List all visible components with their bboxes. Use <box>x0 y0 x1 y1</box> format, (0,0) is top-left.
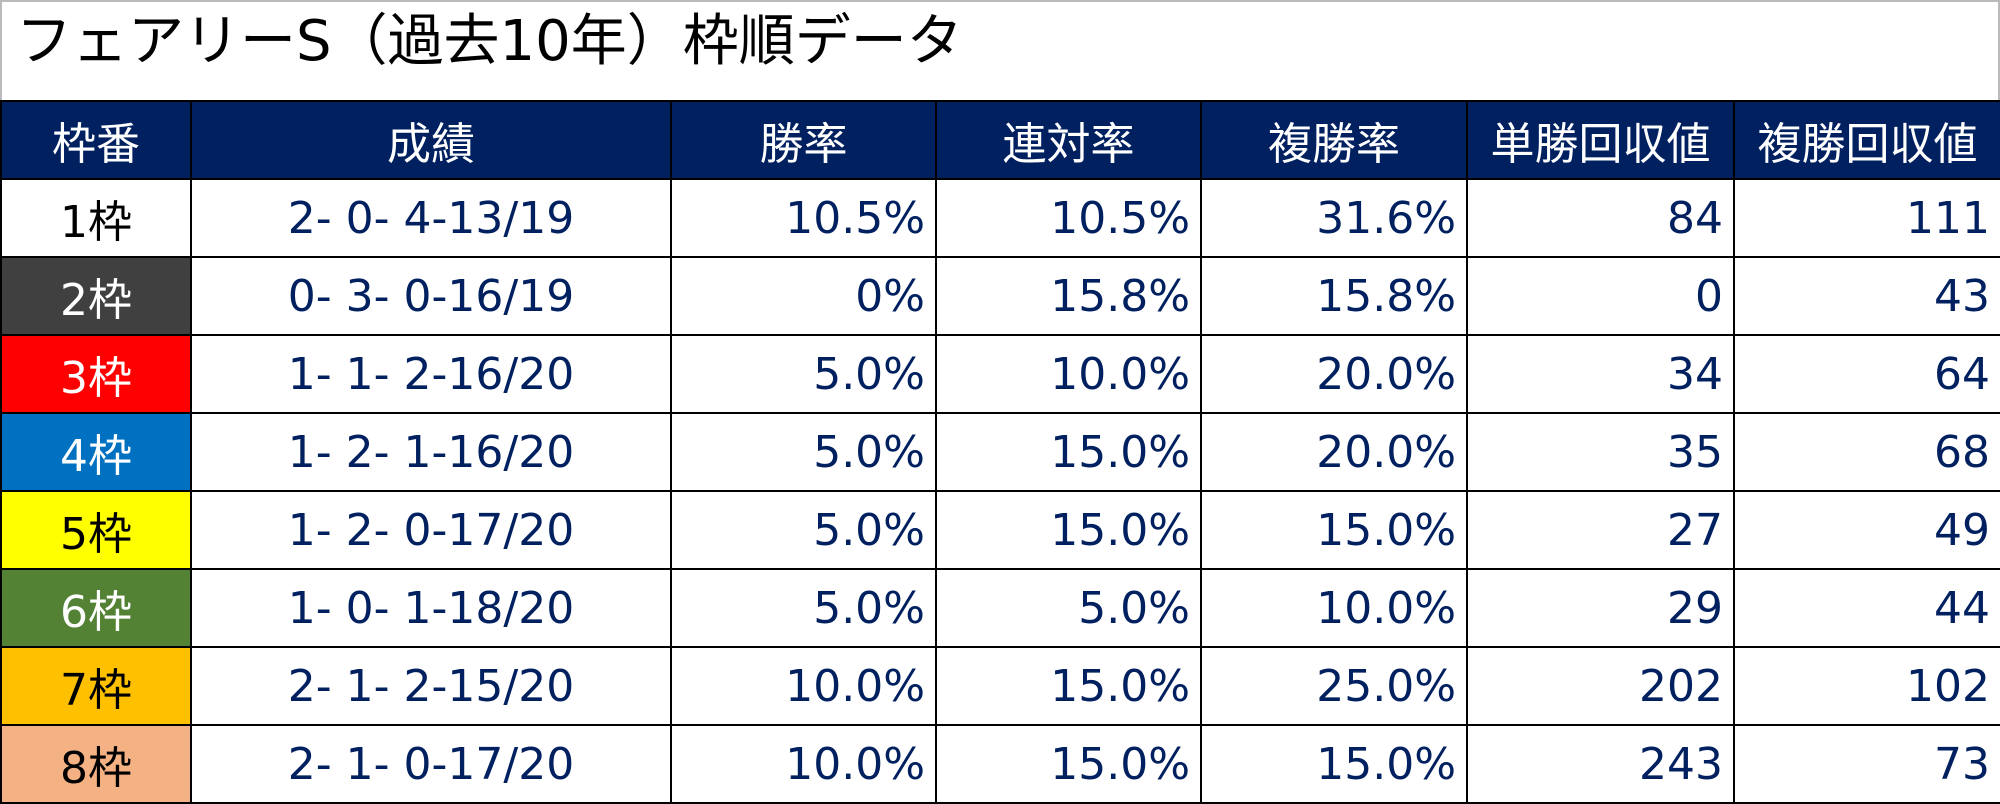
place-return-cell: 68 <box>1733 412 2000 492</box>
top2-rate-cell: 15.0% <box>935 646 1202 726</box>
win-rate-cell: 5.0% <box>670 412 937 492</box>
header-row: 枠番 成績 勝率 連対率 複勝率 単勝回収値 複勝回収値 <box>0 100 2000 180</box>
record-cell: 0- 3- 0-16/19 <box>190 256 672 336</box>
record-cell: 1- 2- 1-16/20 <box>190 412 672 492</box>
frame-cell: 1枠 <box>0 178 192 258</box>
header-frame: 枠番 <box>0 100 192 180</box>
place-return-cell: 111 <box>1733 178 2000 258</box>
top2-rate-cell: 10.5% <box>935 178 1202 258</box>
top2-rate-cell: 15.0% <box>935 490 1202 570</box>
header-win-rate: 勝率 <box>670 100 937 180</box>
top3-rate-cell: 25.0% <box>1200 646 1468 726</box>
win-return-cell: 27 <box>1466 490 1735 570</box>
win-return-cell: 243 <box>1466 724 1735 804</box>
place-return-cell: 49 <box>1733 490 2000 570</box>
win-rate-cell: 5.0% <box>670 334 937 414</box>
frame-cell: 6枠 <box>0 568 192 648</box>
win-return-cell: 84 <box>1466 178 1735 258</box>
table-row: 8枠 2- 1- 0-17/20 10.0% 15.0% 15.0% 243 7… <box>0 724 2000 804</box>
frame-cell: 4枠 <box>0 412 192 492</box>
top3-rate-cell: 20.0% <box>1200 412 1468 492</box>
win-return-cell: 35 <box>1466 412 1735 492</box>
table-row: 4枠 1- 2- 1-16/20 5.0% 15.0% 20.0% 35 68 <box>0 412 2000 492</box>
top3-rate-cell: 15.0% <box>1200 724 1468 804</box>
win-rate-cell: 10.0% <box>670 724 937 804</box>
header-top3-rate: 複勝率 <box>1200 100 1468 180</box>
table-row: 3枠 1- 1- 2-16/20 5.0% 10.0% 20.0% 34 64 <box>0 334 2000 414</box>
place-return-cell: 43 <box>1733 256 2000 336</box>
frame-cell: 7枠 <box>0 646 192 726</box>
header-record: 成績 <box>190 100 672 180</box>
top2-rate-cell: 15.0% <box>935 412 1202 492</box>
frame-cell: 3枠 <box>0 334 192 414</box>
place-return-cell: 102 <box>1733 646 2000 726</box>
header-place-return: 複勝回収値 <box>1733 100 2000 180</box>
win-rate-cell: 5.0% <box>670 490 937 570</box>
top3-rate-cell: 31.6% <box>1200 178 1468 258</box>
table-row: 7枠 2- 1- 2-15/20 10.0% 15.0% 25.0% 202 1… <box>0 646 2000 726</box>
table-row: 5枠 1- 2- 0-17/20 5.0% 15.0% 15.0% 27 49 <box>0 490 2000 570</box>
record-cell: 1- 1- 2-16/20 <box>190 334 672 414</box>
table-row: 6枠 1- 0- 1-18/20 5.0% 5.0% 10.0% 29 44 <box>0 568 2000 648</box>
record-cell: 2- 0- 4-13/19 <box>190 178 672 258</box>
frame-cell: 8枠 <box>0 724 192 804</box>
record-cell: 1- 0- 1-18/20 <box>190 568 672 648</box>
frame-cell: 5枠 <box>0 490 192 570</box>
win-return-cell: 202 <box>1466 646 1735 726</box>
top3-rate-cell: 15.0% <box>1200 490 1468 570</box>
place-return-cell: 73 <box>1733 724 2000 804</box>
win-return-cell: 0 <box>1466 256 1735 336</box>
frame-cell: 2枠 <box>0 256 192 336</box>
top3-rate-cell: 10.0% <box>1200 568 1468 648</box>
page-title: フェアリーS（過去10年）枠順データ <box>0 0 2000 100</box>
top2-rate-cell: 5.0% <box>935 568 1202 648</box>
win-rate-cell: 10.5% <box>670 178 937 258</box>
win-return-cell: 34 <box>1466 334 1735 414</box>
top2-rate-cell: 15.0% <box>935 724 1202 804</box>
record-cell: 2- 1- 0-17/20 <box>190 724 672 804</box>
win-return-cell: 29 <box>1466 568 1735 648</box>
place-return-cell: 64 <box>1733 334 2000 414</box>
table-row: 2枠 0- 3- 0-16/19 0% 15.8% 15.8% 0 43 <box>0 256 2000 336</box>
win-rate-cell: 10.0% <box>670 646 937 726</box>
top2-rate-cell: 15.8% <box>935 256 1202 336</box>
record-cell: 1- 2- 0-17/20 <box>190 490 672 570</box>
win-rate-cell: 0% <box>670 256 937 336</box>
record-cell: 2- 1- 2-15/20 <box>190 646 672 726</box>
top3-rate-cell: 15.8% <box>1200 256 1468 336</box>
table-row: 1枠 2- 0- 4-13/19 10.5% 10.5% 31.6% 84 11… <box>0 178 2000 258</box>
header-win-return: 単勝回収値 <box>1466 100 1735 180</box>
frame-stats-table: 枠番 成績 勝率 連対率 複勝率 単勝回収値 複勝回収値 1枠 2- 0- 4-… <box>0 100 2000 804</box>
top3-rate-cell: 20.0% <box>1200 334 1468 414</box>
header-top2-rate: 連対率 <box>935 100 1202 180</box>
win-rate-cell: 5.0% <box>670 568 937 648</box>
place-return-cell: 44 <box>1733 568 2000 648</box>
top2-rate-cell: 10.0% <box>935 334 1202 414</box>
